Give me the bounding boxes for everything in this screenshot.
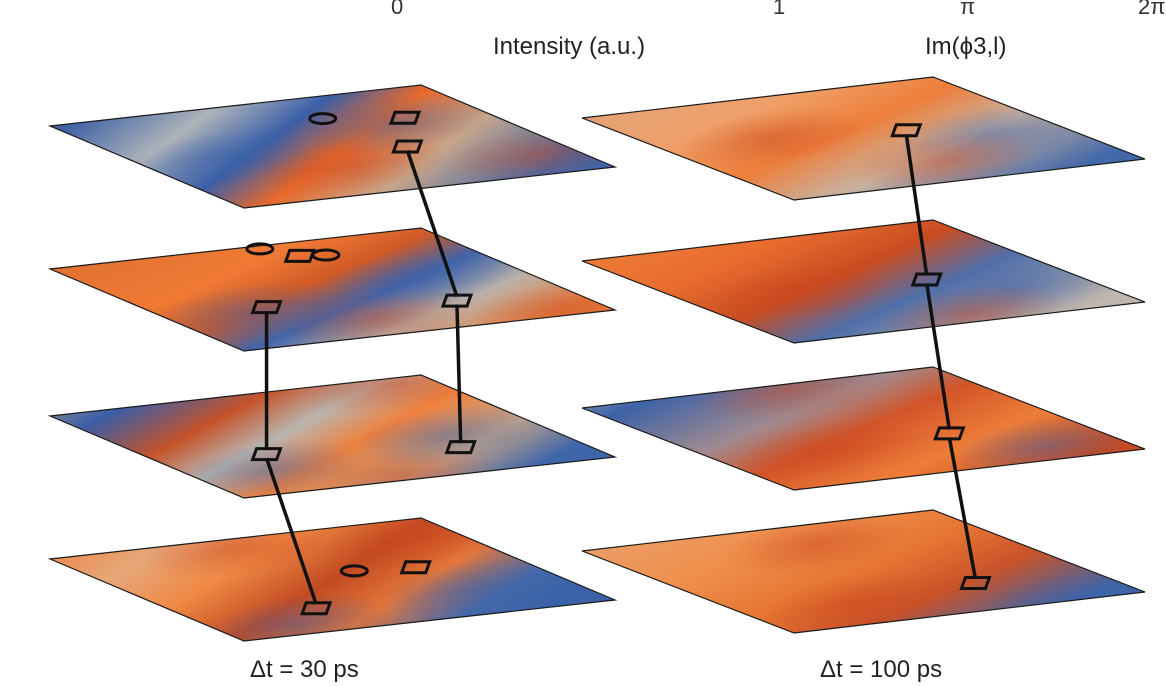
vortex-square-marker: [250, 300, 283, 315]
phase-texture: [733, 419, 922, 481]
plane-outline: [47, 227, 618, 352]
phase-tick-pi: π: [960, 0, 976, 19]
vortex-circle-marker: [245, 242, 275, 256]
vortex-square-marker: [300, 601, 333, 616]
vortex-circle-marker: [308, 112, 338, 126]
vortex-circle-marker: [339, 564, 369, 578]
intensity-axis-label: Intensity (a.u.): [493, 33, 646, 60]
vortex-line: [405, 149, 459, 298]
plane-1-2: [581, 366, 1146, 491]
intensity-tick-1: 1: [773, 0, 786, 19]
vortex-square-marker: [391, 139, 424, 154]
plane-0-3: [47, 517, 618, 642]
vortex-square-marker: [250, 447, 283, 462]
plane-outline: [581, 76, 1146, 201]
phase-axis-label: Im(ϕ3,l): [925, 33, 1007, 60]
plane-0-2: [47, 374, 618, 499]
panel-label-30ps: Δt = 30 ps: [250, 656, 359, 683]
phase-texture: [677, 107, 867, 170]
vortex-square-marker: [388, 110, 422, 125]
vortex-line: [904, 134, 929, 276]
vortex-square-marker: [283, 248, 316, 263]
plane-outline: [581, 219, 1146, 344]
vortex-line: [455, 304, 463, 444]
plane-outline: [47, 517, 618, 642]
vortex-square-marker: [933, 426, 966, 441]
vortex-circle-marker: [311, 248, 341, 262]
plane-outline: [47, 374, 618, 499]
vortex-square-marker: [890, 123, 923, 138]
intensity-tick-0: 0: [391, 0, 404, 19]
phase-texture: [352, 404, 541, 466]
plane-1-0: [581, 76, 1146, 201]
plane-outline: [581, 509, 1146, 634]
layer-stack: [47, 76, 1146, 642]
vortex-square-marker: [444, 440, 477, 455]
plane-outline: [581, 366, 1146, 491]
vortex-line: [925, 283, 952, 430]
vortex-square-marker: [399, 560, 432, 575]
vortex-line: [264, 457, 318, 605]
vortex-square-marker: [910, 272, 943, 287]
phase-texture: [705, 261, 894, 323]
plane-1-1: [581, 219, 1146, 344]
phase-texture: [301, 375, 490, 415]
phase-tick-2pi: 2π: [1138, 0, 1166, 19]
vortex-lines: [264, 134, 978, 605]
plane-0-1: [47, 227, 618, 352]
vortex-line: [947, 437, 978, 580]
plane-outline: [47, 84, 618, 209]
panel-label-100ps: Δt = 100 ps: [820, 656, 943, 683]
phase-texture: [327, 246, 516, 309]
defect-markers: [245, 110, 992, 616]
plane-0-0: [47, 84, 618, 209]
vortex-square-marker: [440, 293, 474, 308]
plane-1-3: [581, 509, 1146, 634]
phase-texture: [760, 572, 949, 633]
vortex-square-marker: [959, 575, 992, 590]
